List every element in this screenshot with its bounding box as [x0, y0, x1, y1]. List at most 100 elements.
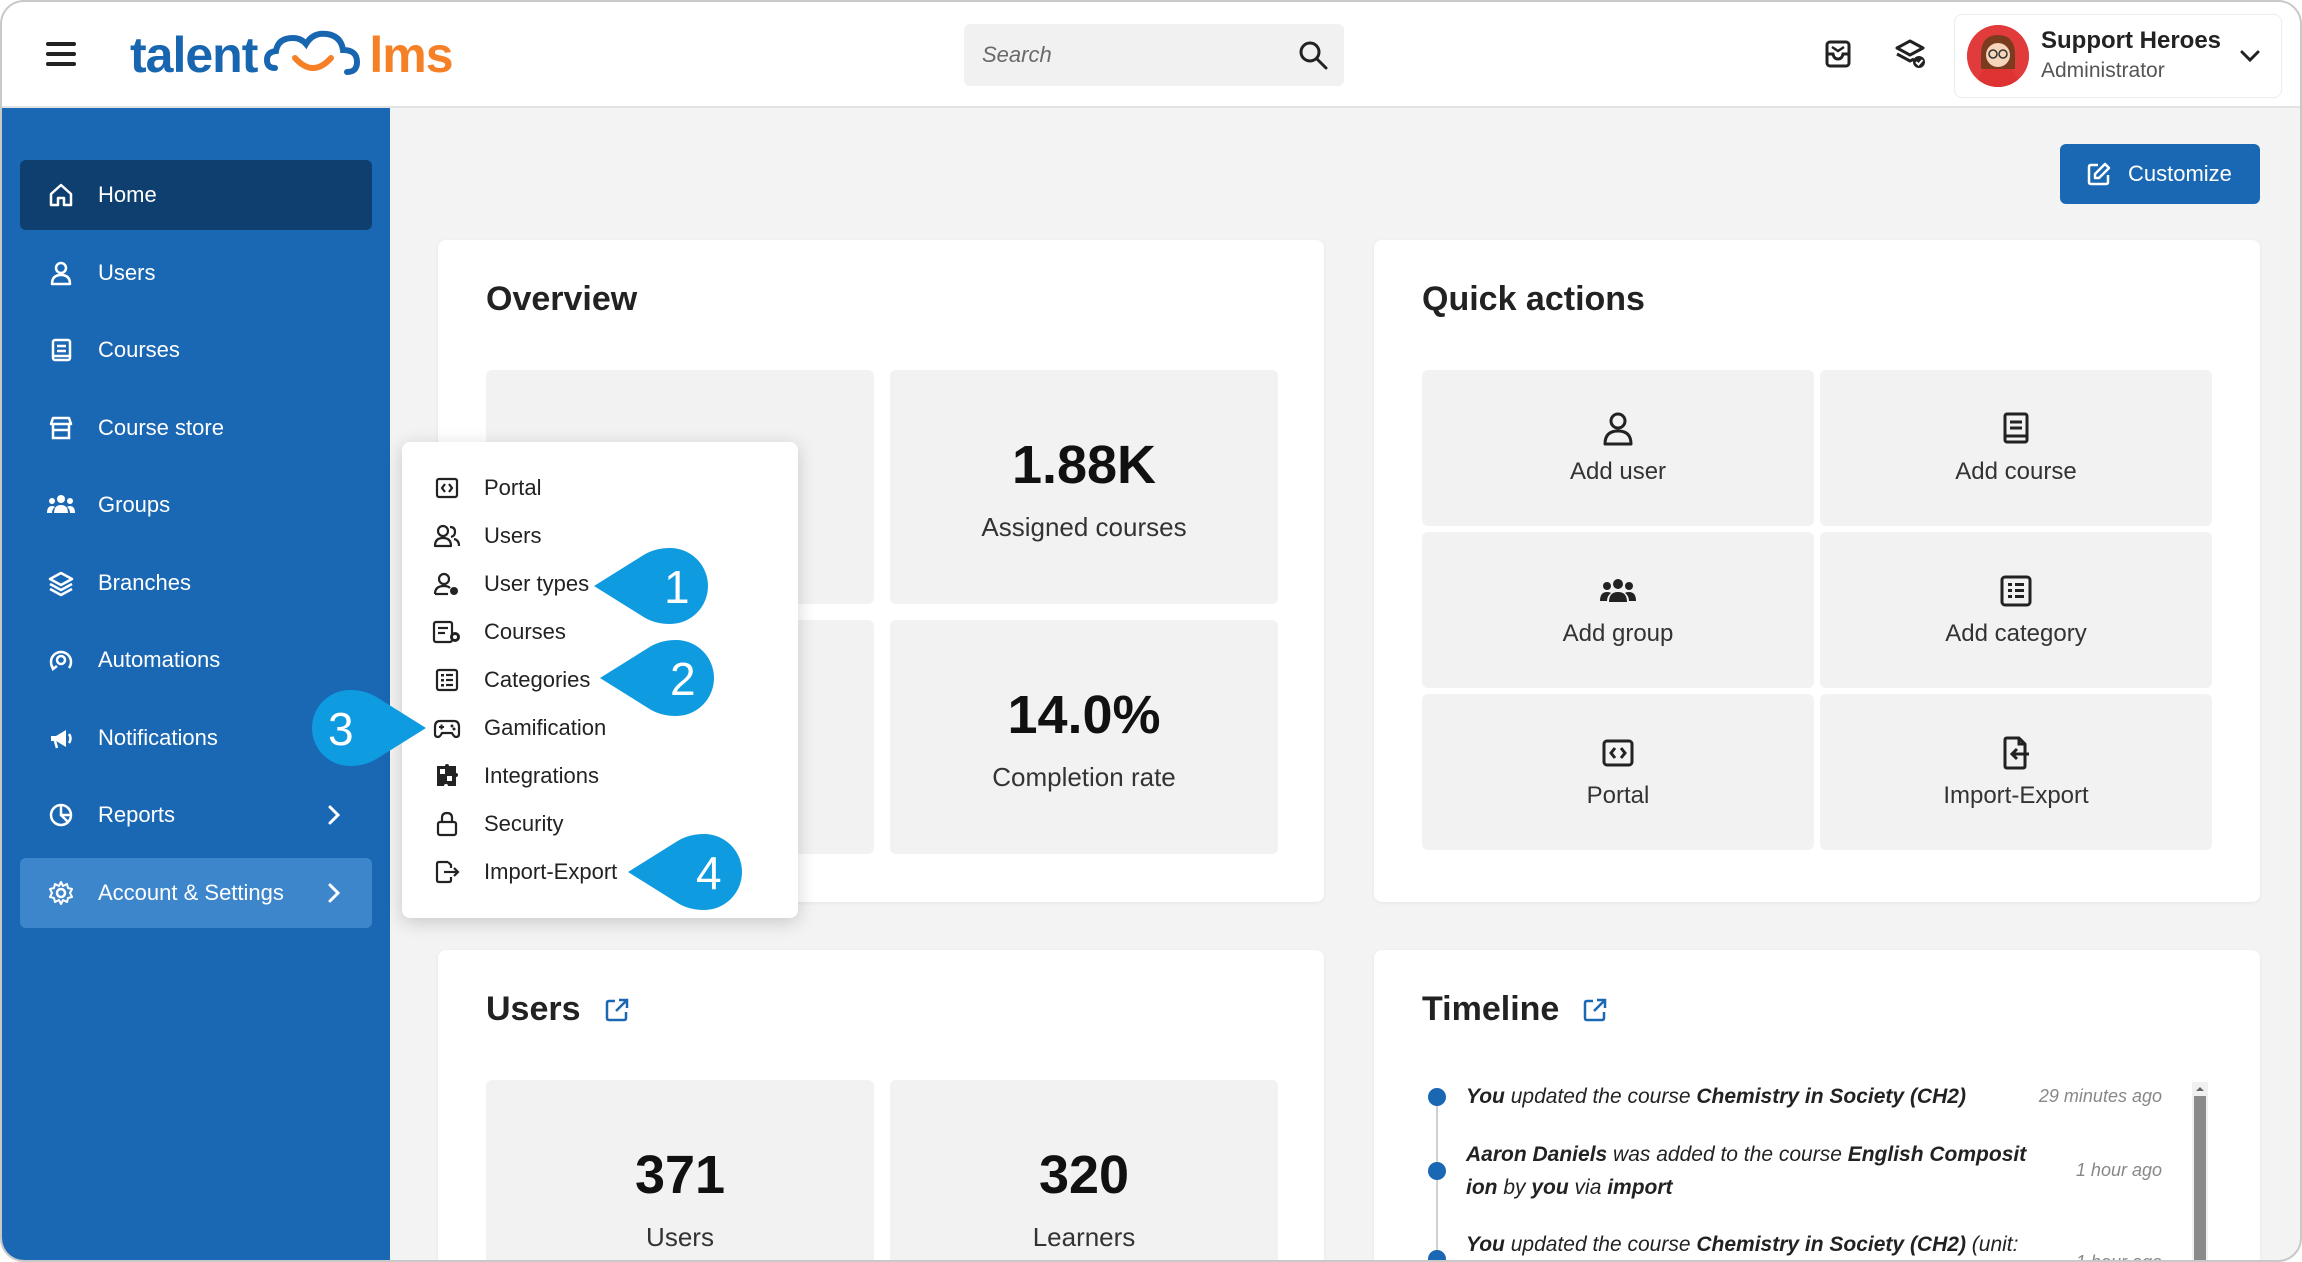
callout-4: 4	[628, 832, 748, 912]
logo-text-lms: lms	[369, 27, 453, 83]
import-export-label: Import-Export	[1943, 782, 2089, 809]
learners-count-tile[interactable]: 320 Learners	[890, 1080, 1278, 1260]
users-card: Users 371 Users 320 Learners	[438, 950, 1324, 1260]
automation-icon	[49, 650, 73, 671]
sidebar-item-account-settings[interactable]: Account & Settings	[20, 858, 372, 928]
callout-number: 3	[328, 703, 354, 755]
menu-item-label: Categories	[484, 667, 591, 692]
sidebar-item-courses[interactable]: Courses	[20, 315, 372, 385]
add-group-action[interactable]: Add group	[1422, 532, 1814, 688]
scrollbar-thumb[interactable]	[2194, 1096, 2206, 1260]
users-count-label: Users	[646, 1222, 714, 1252]
menu-item-label: Courses	[484, 619, 566, 644]
add-category-action[interactable]: Add category	[1820, 532, 2212, 688]
scroll-up-arrow-icon[interactable]	[2192, 1083, 2208, 1095]
sidebar-item-users[interactable]: Users	[20, 238, 372, 308]
store-icon	[49, 416, 73, 440]
users-title: Users	[486, 990, 631, 1029]
messages-icon[interactable]	[1820, 36, 1856, 72]
sidebar-item-label: Course store	[98, 415, 224, 440]
menu-item-users[interactable]: Users	[432, 516, 541, 556]
add-group-label: Add group	[1562, 620, 1674, 647]
import-export-icon	[2003, 736, 2029, 770]
chevron-right-icon	[328, 805, 341, 825]
categories-icon	[435, 668, 459, 692]
talentlms-logo[interactable]: talent lms	[130, 22, 454, 88]
assigned-courses-value: 1.88K	[1011, 435, 1157, 495]
import-export-action[interactable]: Import-Export	[1820, 694, 2212, 850]
add-category-label: Add category	[1945, 620, 2087, 647]
menu-item-gamification[interactable]: Gamification	[432, 708, 606, 748]
timeline-event[interactable]: Aaron Daniels was added to the course En…	[1466, 1143, 2027, 1199]
account-settings-menu: Portal Users User types Courses Categori…	[402, 442, 798, 918]
menu-item-integrations[interactable]: Integrations	[432, 756, 599, 796]
completion-rate-value: 14.0%	[1007, 685, 1161, 745]
book-icon	[51, 338, 72, 362]
sidebar-item-label: Courses	[98, 337, 180, 362]
sidebar-item-home[interactable]: Home	[20, 160, 372, 230]
add-course-icon	[2003, 412, 2029, 444]
search-icon[interactable]	[1298, 40, 1328, 70]
add-user-label: Add user	[1569, 458, 1667, 485]
branches-switch-icon[interactable]	[1892, 36, 1928, 72]
sidebar-item-automations[interactable]: Automations	[20, 625, 372, 695]
sidebar-item-branches[interactable]: Branches	[20, 548, 372, 618]
timeline-time: 1 hour ago	[2075, 1160, 2162, 1180]
menu-item-categories[interactable]: Categories	[432, 660, 590, 700]
sidebar-item-label: Groups	[98, 492, 171, 517]
menu-item-label: Integrations	[484, 763, 599, 788]
sidebar: Home Users Courses Course store Groups B…	[2, 108, 390, 1260]
user-profile-menu[interactable]: Support Heroes Administrator	[1954, 14, 2282, 98]
sidebar-item-label: Home	[98, 182, 157, 207]
learners-count-label: Learners	[1032, 1222, 1136, 1252]
users-count-value: 371	[634, 1145, 726, 1205]
gamepad-icon	[433, 719, 461, 739]
lock-icon	[436, 811, 458, 837]
timeline-time: 29 minutes ago	[2038, 1086, 2162, 1106]
search-input[interactable]	[982, 38, 1272, 72]
edit-icon	[2087, 162, 2111, 186]
add-course-label: Add course	[1955, 458, 2077, 485]
portal-action[interactable]: Portal	[1422, 694, 1814, 850]
external-link-icon[interactable]	[603, 996, 631, 1024]
sidebar-item-reports[interactable]: Reports	[20, 780, 372, 850]
user-types-icon	[433, 572, 458, 596]
menu-item-user-types[interactable]: User types	[432, 564, 589, 604]
menu-item-import-export[interactable]: Import-Export	[432, 852, 617, 892]
menu-item-courses[interactable]: Courses	[432, 612, 566, 652]
hamburger-menu-icon[interactable]	[46, 42, 76, 68]
overview-title: Overview	[486, 280, 638, 318]
callout-number: 4	[696, 847, 722, 899]
sidebar-item-notifications[interactable]: Notifications	[20, 703, 372, 773]
sidebar-item-label: Users	[98, 260, 156, 285]
sidebar-item-label: Notifications	[98, 725, 218, 750]
menu-item-label: Portal	[484, 475, 542, 500]
users-count-tile[interactable]: 371 Users	[486, 1080, 874, 1260]
search-box	[964, 24, 1344, 86]
portal-icon	[1602, 739, 1634, 767]
callout-number: 1	[664, 561, 690, 613]
timeline-event[interactable]: You updated the course Chemistry in Soci…	[1466, 1233, 2019, 1256]
add-user-action[interactable]: Add user	[1422, 370, 1814, 526]
timeline-scrollbar[interactable]	[2192, 1082, 2208, 1260]
customize-label: Customize	[2128, 161, 2232, 186]
timeline-dot	[1428, 1162, 1446, 1180]
menu-item-portal[interactable]: Portal	[432, 468, 541, 508]
assigned-courses-tile[interactable]: 1.88K Assigned courses	[890, 370, 1278, 604]
completion-rate-label: Completion rate	[992, 762, 1176, 792]
timeline-title: Timeline	[1422, 990, 1609, 1029]
sidebar-item-course-store[interactable]: Course store	[20, 393, 372, 463]
portal-icon	[435, 477, 459, 499]
course-settings-icon	[432, 620, 460, 644]
completion-rate-tile[interactable]: 14.0% Completion rate	[890, 620, 1278, 854]
learners-count-value: 320	[1038, 1145, 1130, 1205]
customize-button[interactable]: Customize	[2060, 144, 2260, 204]
add-course-action[interactable]: Add course	[1820, 370, 2212, 526]
menu-item-security[interactable]: Security	[432, 804, 563, 844]
sidebar-item-groups[interactable]: Groups	[20, 470, 372, 540]
layers-icon	[48, 571, 74, 597]
menu-item-label: Security	[484, 811, 564, 836]
timeline-event[interactable]: You updated the course Chemistry in Soci…	[1466, 1085, 1966, 1108]
external-link-icon[interactable]	[1581, 996, 1609, 1024]
sidebar-item-label: Automations	[98, 647, 221, 672]
